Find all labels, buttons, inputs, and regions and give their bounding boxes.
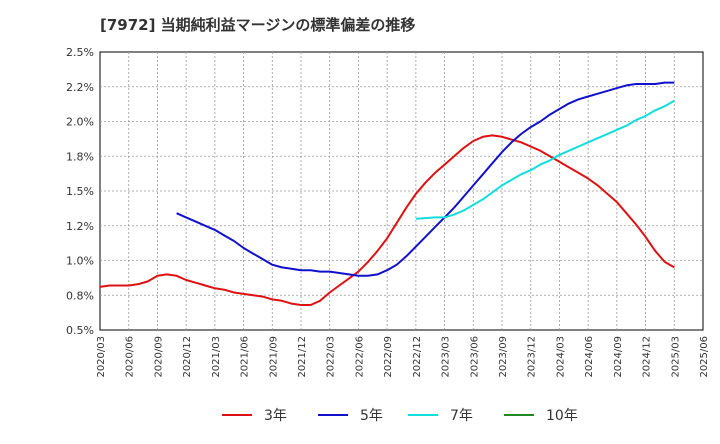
legend-label: 10年 (546, 408, 578, 424)
y-tick-label: 2.5% (66, 46, 94, 59)
x-tick-label: 2024/12 (642, 336, 653, 378)
x-tick-label: 2022/12 (412, 336, 423, 378)
x-tick-label: 2023/12 (527, 336, 538, 378)
x-axis-ticks: 2020/03 2020/06 2020/09 2020/12 2021/03 2021/… (96, 336, 710, 378)
x-tick-label: 2020/12 (182, 336, 193, 378)
y-tick-label: 2.0% (66, 116, 94, 129)
x-tick-label: 2020/03 (96, 336, 107, 378)
y-tick-label: 1.5% (66, 185, 94, 198)
y-tick-label: 0.8% (66, 289, 94, 302)
legend-label: 5年 (360, 408, 383, 424)
y-tick-label: 2.2% (66, 81, 94, 94)
series-line-5年 (176, 81, 675, 277)
series-line-7年 (415, 99, 675, 220)
chart-title: [7972] 当期純利益マージンの標準偏差の推移 (100, 16, 416, 34)
x-tick-label: 2022/09 (383, 336, 394, 378)
x-tick-label: 2023/09 (498, 336, 509, 378)
x-tick-label: 2021/09 (268, 336, 279, 378)
x-tick-label: 2024/06 (584, 336, 595, 378)
x-tick-label: 2022/03 (326, 336, 337, 378)
x-tick-label: 2025/03 (670, 336, 681, 378)
x-tick-label: 2020/06 (125, 336, 136, 378)
x-tick-label: 2023/06 (469, 336, 480, 378)
y-tick-label: 1.8% (66, 150, 94, 163)
x-tick-label: 2021/12 (297, 336, 308, 378)
y-tick-label: 1.0% (66, 255, 94, 268)
y-axis-ticks: 0.5% 0.8% 1.0% 1.2% 1.5% 1.8% 2.0% 2.2% 2.5% (66, 46, 94, 337)
y-tick-label: 0.5% (66, 324, 94, 337)
x-tick-label: 2025/06 (699, 336, 710, 378)
series-lines (99, 81, 675, 306)
x-tick-label: 2021/03 (211, 336, 222, 378)
y-tick-label: 1.2% (66, 220, 94, 233)
x-tick-label: 2022/06 (354, 336, 365, 378)
legend-label: 7年 (450, 408, 473, 424)
legend-label: 3年 (264, 408, 287, 424)
x-tick-label: 2024/03 (555, 336, 566, 378)
legend: 3年 5年 7年 10年 (222, 408, 578, 424)
x-tick-label: 2024/09 (613, 336, 624, 378)
x-tick-label: 2021/06 (240, 336, 251, 378)
x-tick-label: 2023/03 (441, 336, 452, 378)
series-line-3年 (99, 134, 675, 306)
x-tick-label: 2020/09 (153, 336, 164, 378)
